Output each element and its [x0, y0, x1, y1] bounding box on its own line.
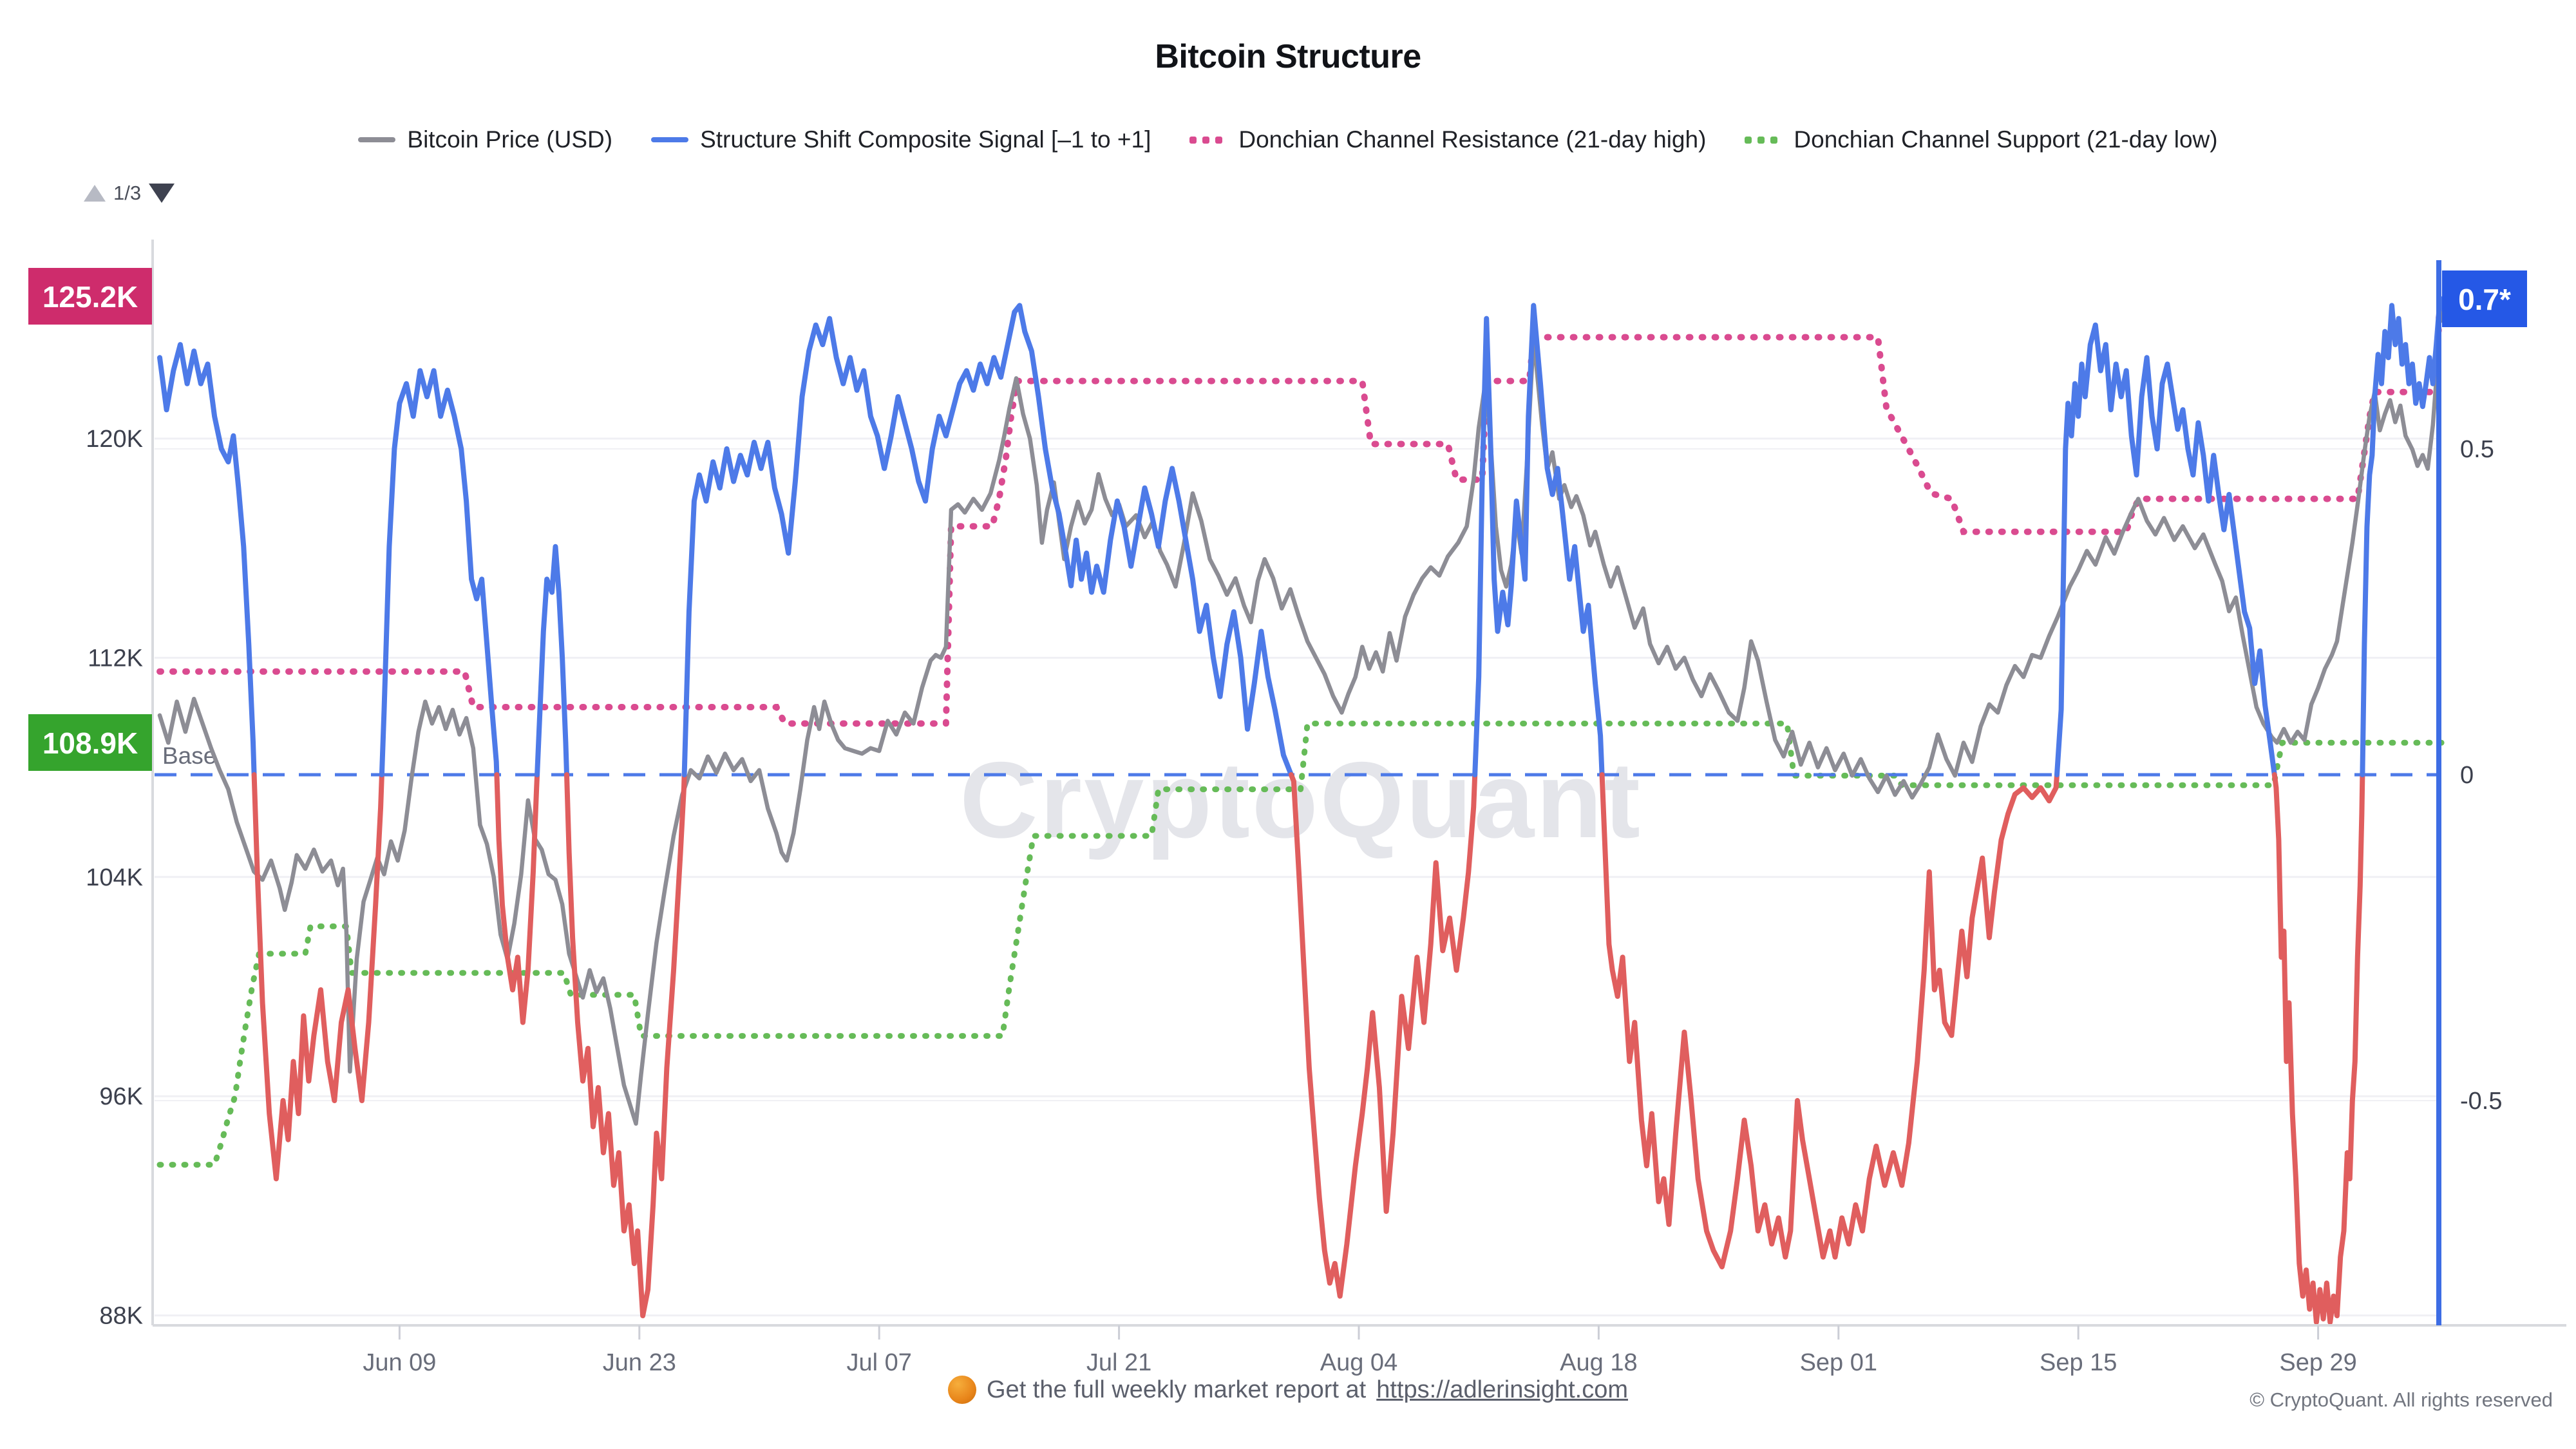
legend-label: Bitcoin Price (USD) [407, 126, 613, 153]
page-indicator: 1/3 [113, 182, 142, 204]
legend-item-resistance[interactable]: Donchian Channel Resistance (21-day high… [1189, 126, 1706, 153]
signal-line-swatch [651, 137, 689, 142]
support-badge: 108.9K [28, 714, 152, 771]
watermark: CryptoQuant [960, 739, 1642, 860]
svg-text:Jul 07: Jul 07 [846, 1349, 911, 1376]
svg-text:Aug 18: Aug 18 [1560, 1349, 1637, 1376]
svg-text:96K: 96K [99, 1083, 143, 1110]
legend-label: Donchian Channel Resistance (21-day high… [1238, 126, 1707, 153]
right-axis-line [2436, 260, 2441, 1325]
svg-text:Jun 09: Jun 09 [363, 1349, 436, 1376]
tick-labels: 120K 112K 104K 96K 88K 0.5 0 -0.5 Jun 09 Jun 23 Ju… [86, 426, 2502, 1376]
resistance-dots-swatch [1189, 136, 1227, 144]
resistance-badge-value: 125.2K [43, 280, 138, 314]
svg-text:Aug 04: Aug 04 [1320, 1349, 1397, 1376]
svg-text:Jun 23: Jun 23 [603, 1349, 676, 1376]
footer-text: Get the full weekly market report at [987, 1376, 1367, 1403]
legend-item-signal[interactable]: Structure Shift Composite Signal [–1 to … [651, 126, 1151, 153]
resistance-badge: 125.2K [28, 268, 152, 325]
svg-text:120K: 120K [86, 426, 143, 453]
svg-text:104K: 104K [86, 864, 143, 891]
svg-text:0.5: 0.5 [2460, 436, 2494, 463]
report-link[interactable]: https://adlerinsight.com [1376, 1376, 1628, 1403]
signal-badge: 0.7* [2442, 270, 2527, 327]
report-footer: Get the full weekly market report at htt… [0, 1376, 2576, 1404]
price-line-swatch [358, 137, 396, 142]
main-series [157, 296, 2445, 1325]
svg-text:Sep 15: Sep 15 [2040, 1349, 2117, 1376]
svg-text:-0.5: -0.5 [2460, 1088, 2502, 1115]
support-badge-value: 108.9K [43, 726, 138, 760]
donchian-series [156, 292, 2445, 1168]
svg-text:0: 0 [2460, 762, 2474, 789]
legend-label: Donchian Channel Support (21-day low) [1794, 126, 2218, 153]
page-up-icon[interactable] [84, 185, 106, 202]
svg-text:88K: 88K [99, 1303, 143, 1330]
legend-label: Structure Shift Composite Signal [–1 to … [700, 126, 1151, 153]
svg-text:Sep 29: Sep 29 [2279, 1349, 2356, 1376]
page-down-icon[interactable] [149, 184, 175, 203]
legend-item-price[interactable]: Bitcoin Price (USD) [358, 126, 612, 153]
svg-text:Sep 01: Sep 01 [1800, 1349, 1877, 1376]
copyright-notice: © CryptoQuant. All rights reserved [2249, 1388, 2553, 1411]
baseline-label: Base [162, 743, 216, 769]
signal-badge-value: 0.7* [2458, 283, 2511, 316]
series-pagination[interactable]: 1/3 [84, 182, 175, 205]
page-title: Bitcoin Structure [1155, 38, 1421, 75]
svg-text:112K: 112K [88, 645, 143, 672]
svg-text:Jul 21: Jul 21 [1086, 1349, 1151, 1376]
gridlines [155, 437, 2436, 1317]
legend: Bitcoin Price (USD) Structure Shift Comp… [0, 126, 2576, 153]
legend-item-support[interactable]: Donchian Channel Support (21-day low) [1745, 126, 2218, 153]
orange-circle-icon [948, 1376, 976, 1404]
support-dots-swatch [1745, 136, 1782, 144]
